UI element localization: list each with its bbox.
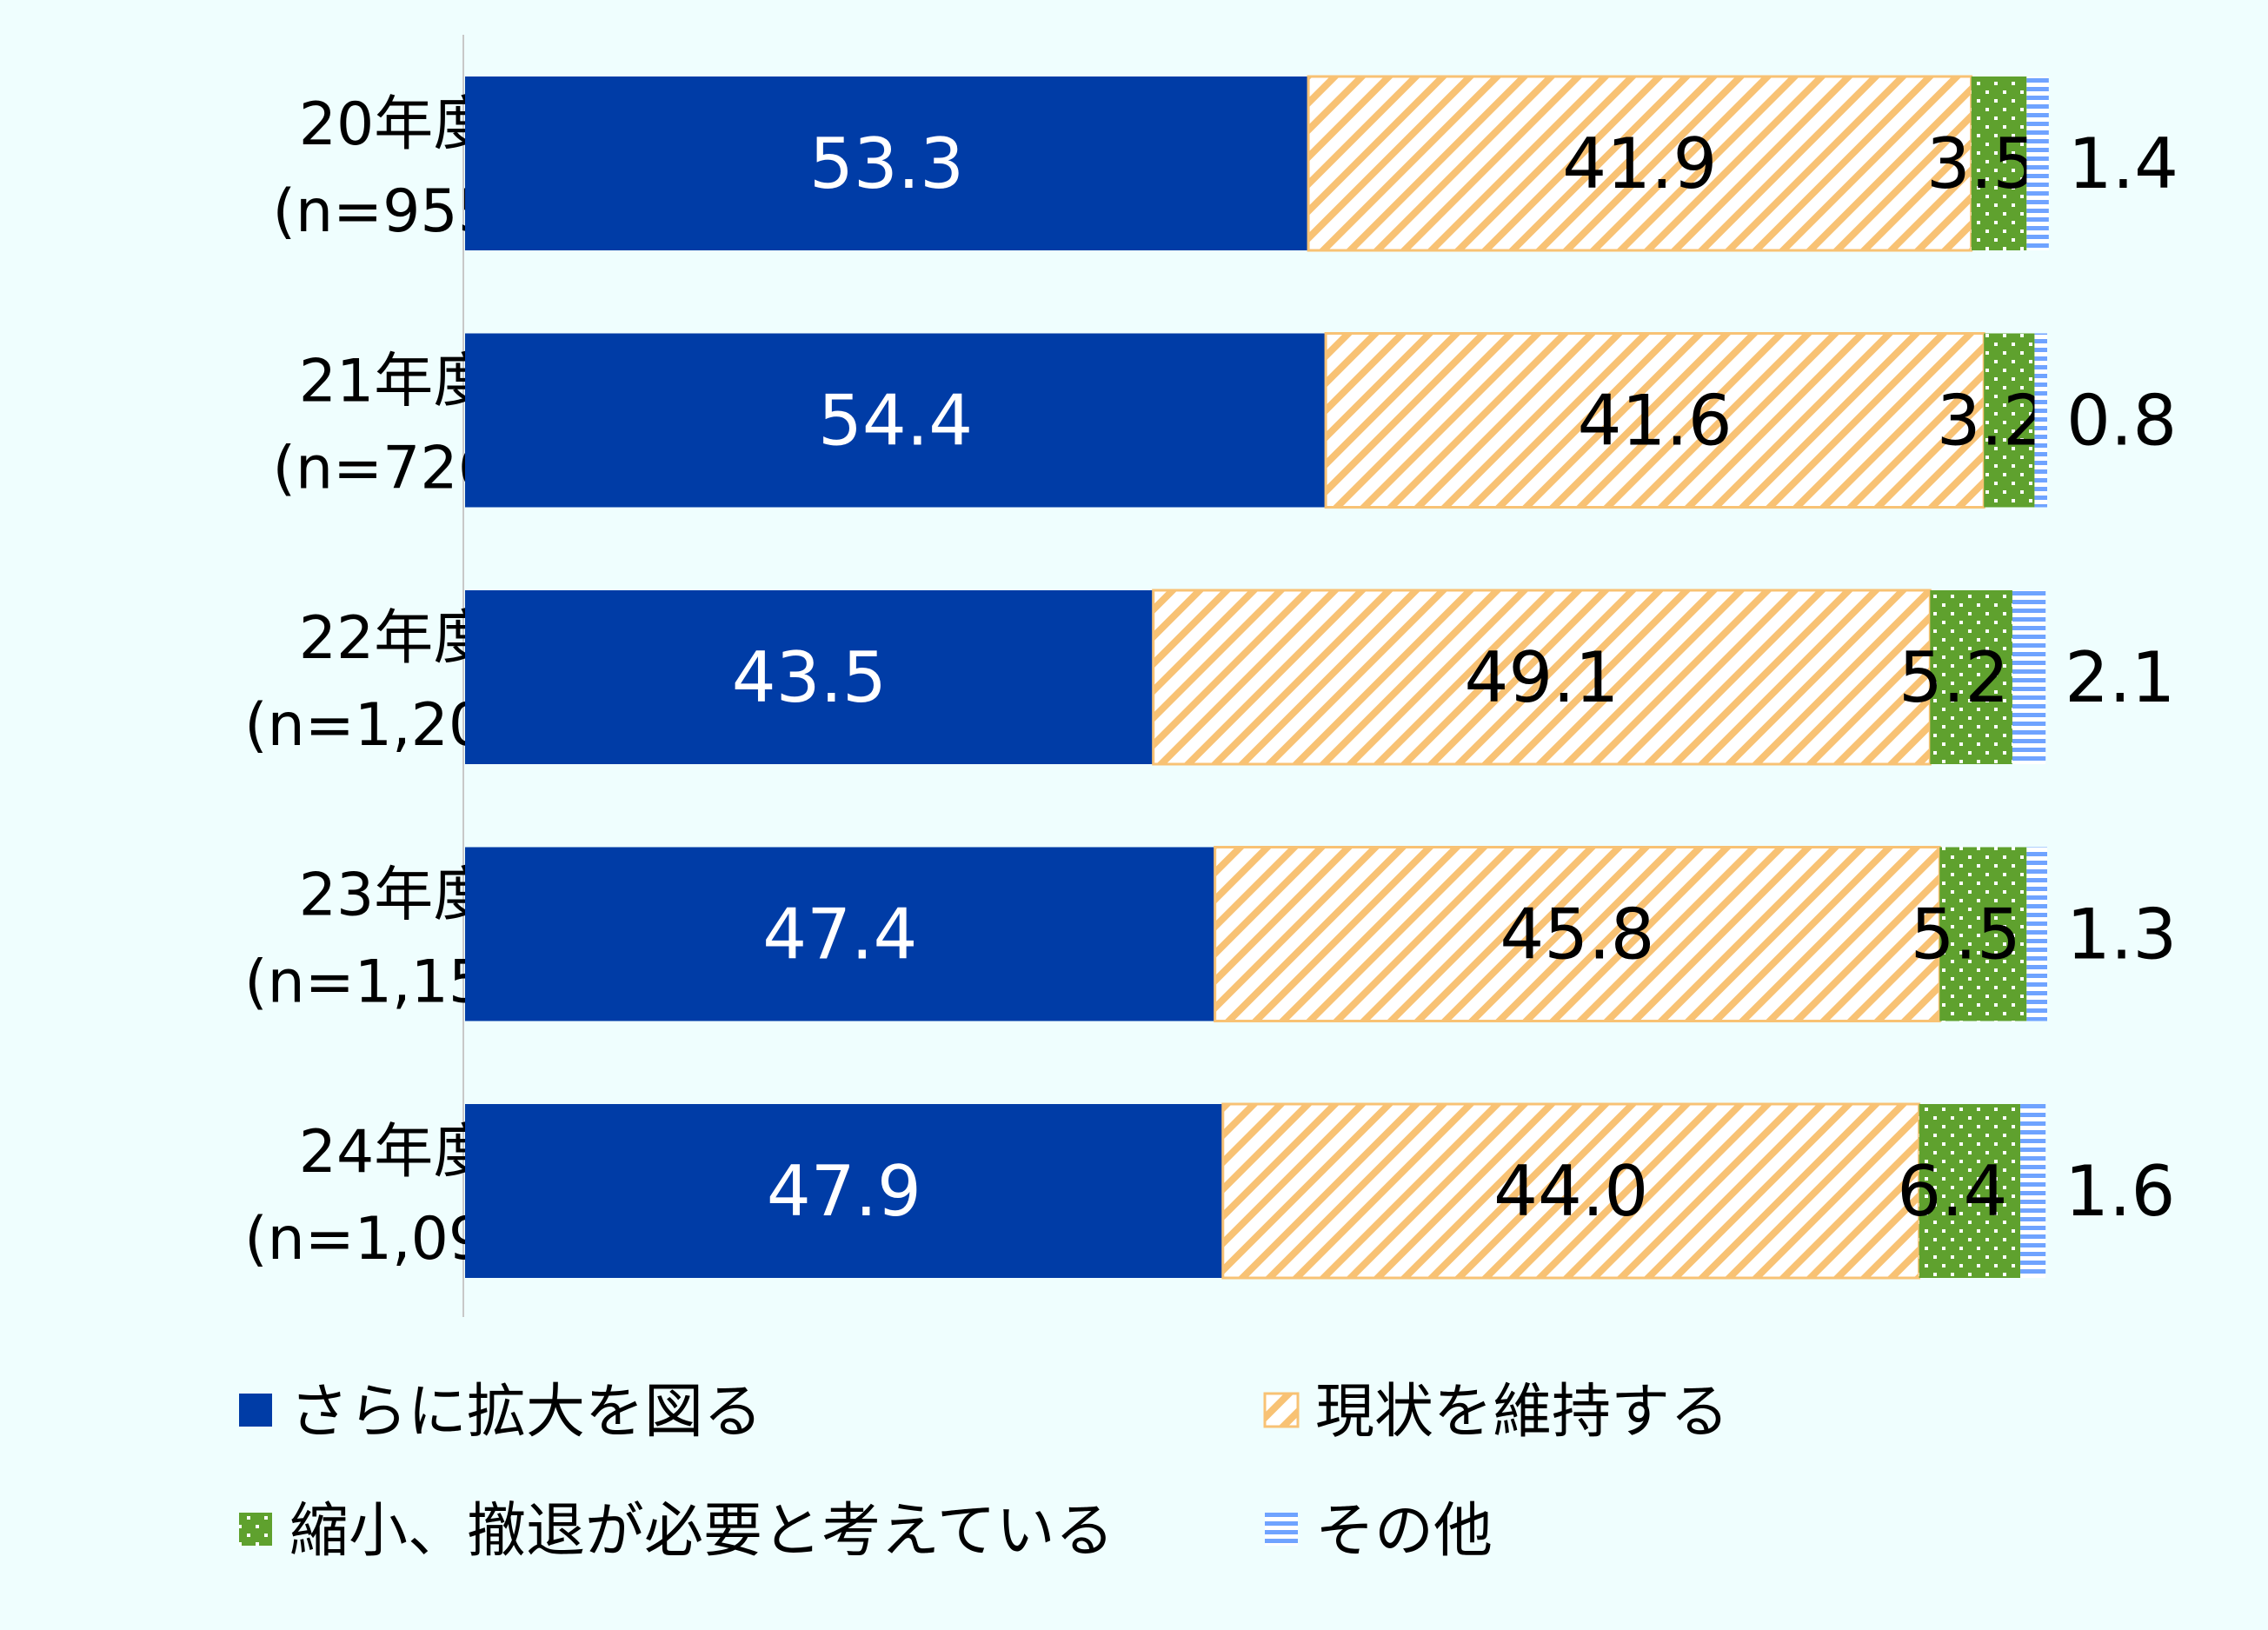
category-label-year: 20年度 <box>299 90 493 159</box>
bar-segment <box>2026 77 2049 250</box>
bar-segment <box>465 590 1154 764</box>
bar-segment <box>2034 333 2047 508</box>
legend-label: その他 <box>1315 1497 1493 1566</box>
legend-swatch <box>1263 1392 1300 1428</box>
bar-segment <box>465 1104 1223 1278</box>
bar-segment <box>1930 590 2012 764</box>
bar-segment <box>1984 333 2035 508</box>
data-label: 53.3 <box>809 123 964 204</box>
legend-swatch <box>239 1513 272 1546</box>
data-label: 47.9 <box>767 1151 921 1232</box>
legend-label: 現状を維持する <box>1315 1378 1729 1447</box>
bar-segment <box>2026 847 2047 1021</box>
bar-segment <box>1324 332 1985 509</box>
data-label: 54.4 <box>818 381 973 462</box>
category-label-year: 23年度 <box>299 862 493 930</box>
bar-segment <box>465 333 1327 508</box>
data-label: 1.3 <box>2066 895 2177 975</box>
data-label: 47.4 <box>762 895 917 975</box>
category-label-year: 22年度 <box>299 604 493 673</box>
data-label: 0.8 <box>2066 381 2177 462</box>
data-label: 2.1 <box>2065 637 2175 718</box>
data-label: 49.1 <box>1464 637 1619 718</box>
data-label: 44.0 <box>1493 1151 1648 1232</box>
data-label: 3.5 <box>1926 123 2037 204</box>
legend-swatch <box>1265 1513 1298 1546</box>
bar-segment <box>2012 590 2046 764</box>
data-label: 43.5 <box>732 637 887 718</box>
category-label-year: 21年度 <box>299 348 493 416</box>
bar-segment <box>1221 1102 1921 1280</box>
bar-segment <box>1152 589 1932 766</box>
bar-segment <box>465 77 1309 250</box>
data-label: 1.6 <box>2065 1151 2175 1232</box>
category-label-year: 24年度 <box>299 1118 493 1187</box>
bar-segment <box>1971 77 2027 250</box>
bar-segment <box>1214 846 1941 1022</box>
data-label: 1.4 <box>2068 123 2178 204</box>
data-label: 5.2 <box>1899 637 2009 718</box>
legend-label: 縮小、撤退が必要と考えている <box>289 1497 1114 1566</box>
data-label: 41.6 <box>1578 381 1733 462</box>
legend-label: さらに拡大を図る <box>289 1378 762 1447</box>
bar-segment <box>1919 1104 2021 1278</box>
data-label: 41.9 <box>1562 123 1717 204</box>
data-label: 3.2 <box>1937 381 2047 462</box>
legend-swatch <box>239 1394 272 1427</box>
bar-segment <box>465 847 1215 1021</box>
data-label: 5.5 <box>1911 895 2021 975</box>
data-label: 45.8 <box>1500 895 1654 975</box>
bar-segment <box>2020 1104 2046 1278</box>
data-label: 6.4 <box>1897 1151 2007 1232</box>
bar-segment <box>1939 847 2027 1021</box>
